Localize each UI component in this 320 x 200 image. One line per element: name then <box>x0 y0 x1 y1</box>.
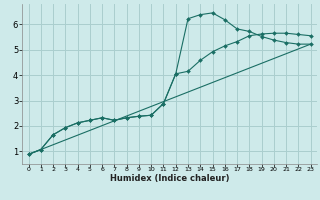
X-axis label: Humidex (Indice chaleur): Humidex (Indice chaleur) <box>110 174 229 183</box>
